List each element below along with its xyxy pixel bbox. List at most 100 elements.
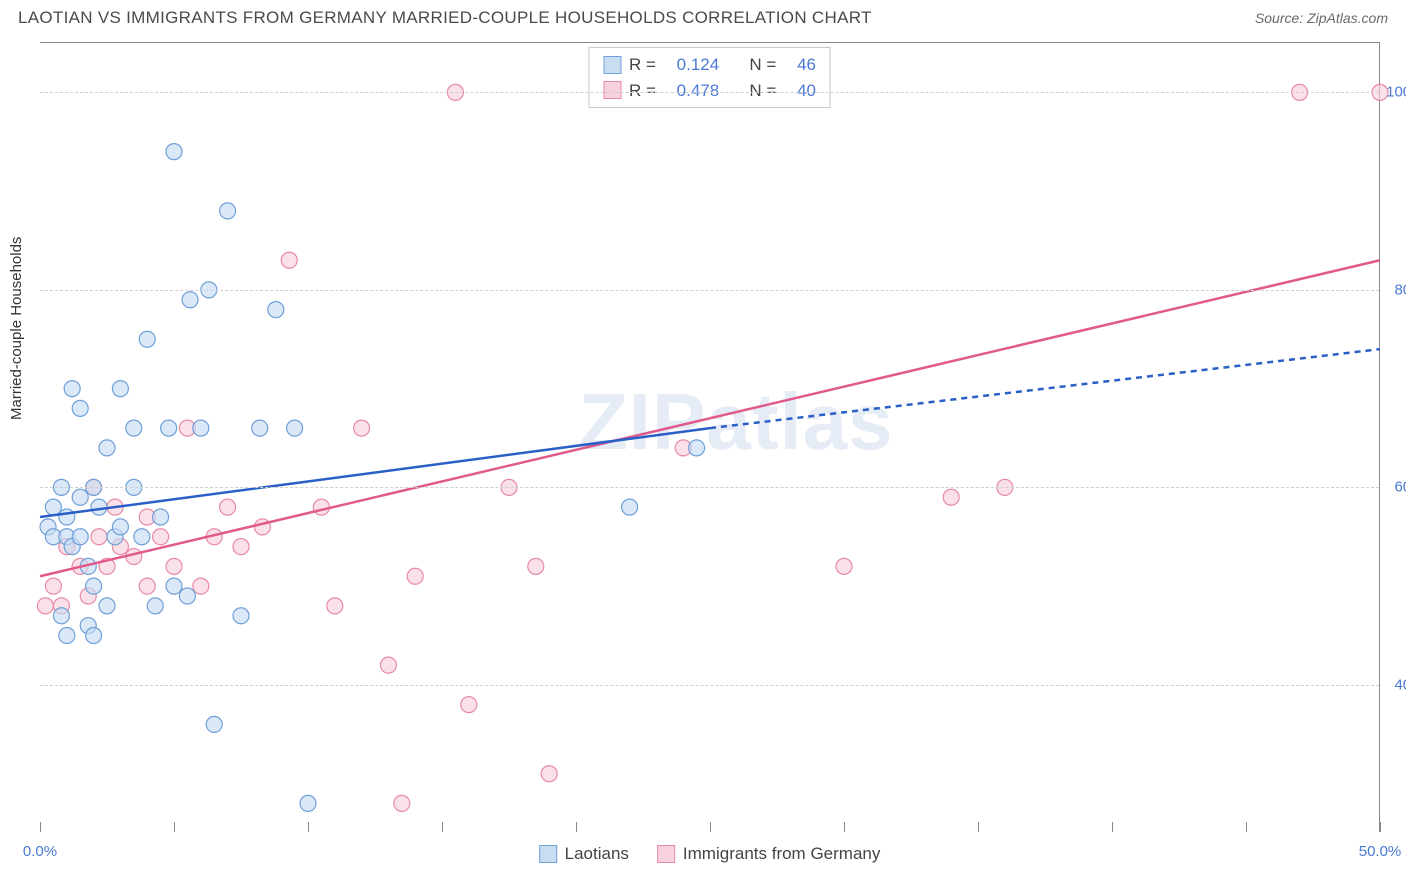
legend-stat-row: R = 0.124 N = 46 — [603, 52, 816, 78]
source-label: Source: ZipAtlas.com — [1255, 10, 1388, 26]
data-point — [72, 489, 88, 505]
data-point — [59, 628, 75, 644]
data-point — [112, 381, 128, 397]
legend-swatch — [539, 845, 557, 863]
x-tick — [710, 822, 711, 832]
n-label: N = — [749, 78, 776, 104]
x-tick-label: 0.0% — [23, 843, 57, 860]
gridline — [40, 487, 1379, 488]
y-tick-label: 100.0% — [1386, 84, 1406, 101]
data-point — [836, 558, 852, 574]
y-tick-label: 40.0% — [1394, 676, 1406, 693]
data-point — [179, 588, 195, 604]
data-point — [327, 598, 343, 614]
data-point — [943, 489, 959, 505]
data-point — [233, 608, 249, 624]
data-point — [37, 598, 53, 614]
data-point — [45, 578, 61, 594]
r-value: 0.124 — [677, 52, 720, 78]
data-point — [166, 578, 182, 594]
x-tick — [576, 822, 577, 832]
data-point — [147, 598, 163, 614]
legend-item: Immigrants from Germany — [657, 844, 880, 864]
data-point — [53, 608, 69, 624]
x-tick — [174, 822, 175, 832]
data-point — [287, 420, 303, 436]
data-point — [220, 499, 236, 515]
x-tick-label: 50.0% — [1359, 843, 1402, 860]
r-label: R = — [629, 52, 656, 78]
x-tick — [40, 822, 41, 832]
data-point — [99, 440, 115, 456]
x-tick — [442, 822, 443, 832]
r-value: 0.478 — [677, 78, 720, 104]
data-point — [153, 509, 169, 525]
data-point — [91, 529, 107, 545]
data-point — [300, 795, 316, 811]
x-tick — [308, 822, 309, 832]
data-point — [252, 420, 268, 436]
data-point — [126, 420, 142, 436]
data-point — [233, 539, 249, 555]
data-point — [354, 420, 370, 436]
legend-swatch — [603, 81, 621, 99]
data-point — [59, 509, 75, 525]
data-point — [380, 657, 396, 673]
data-point — [182, 292, 198, 308]
x-tick — [1380, 822, 1381, 832]
data-point — [72, 400, 88, 416]
data-point — [86, 578, 102, 594]
chart-title: LAOTIAN VS IMMIGRANTS FROM GERMANY MARRI… — [18, 8, 872, 28]
data-point — [139, 578, 155, 594]
n-label: N = — [749, 52, 776, 78]
x-tick — [1246, 822, 1247, 832]
scatter-svg — [40, 43, 1379, 832]
data-point — [220, 203, 236, 219]
data-point — [134, 529, 150, 545]
data-point — [193, 578, 209, 594]
r-label: R = — [629, 78, 656, 104]
legend-series: Laotians Immigrants from Germany — [539, 844, 881, 864]
n-value: 46 — [797, 52, 816, 78]
data-point — [206, 716, 222, 732]
trend-line — [40, 260, 1380, 576]
data-point — [166, 558, 182, 574]
data-point — [313, 499, 329, 515]
legend-item: Laotians — [539, 844, 629, 864]
n-value: 40 — [797, 78, 816, 104]
data-point — [407, 568, 423, 584]
x-tick — [978, 822, 979, 832]
legend-stat-row: R = 0.478 N = 40 — [603, 78, 816, 104]
data-point — [268, 302, 284, 318]
y-tick-label: 60.0% — [1394, 479, 1406, 496]
legend-swatch — [603, 56, 621, 74]
legend-stats-box: R = 0.124 N = 46 R = 0.478 N = 40 — [588, 47, 831, 108]
data-point — [139, 331, 155, 347]
chart-plot-area: ZIPatlas R = 0.124 N = 46 R = 0.478 N = … — [40, 42, 1380, 832]
data-point — [86, 628, 102, 644]
x-tick — [844, 822, 845, 832]
data-point — [45, 499, 61, 515]
y-tick-label: 80.0% — [1394, 281, 1406, 298]
gridline — [40, 290, 1379, 291]
gridline — [40, 92, 1379, 93]
legend-label: Laotians — [565, 844, 629, 864]
trend-line — [40, 428, 710, 517]
data-point — [166, 144, 182, 160]
data-point — [99, 598, 115, 614]
data-point — [394, 795, 410, 811]
data-point — [72, 529, 88, 545]
data-point — [689, 440, 705, 456]
data-point — [153, 529, 169, 545]
data-point — [91, 499, 107, 515]
x-tick — [1112, 822, 1113, 832]
y-axis-label: Married-couple Households — [8, 237, 25, 420]
data-point — [461, 697, 477, 713]
data-point — [541, 766, 557, 782]
data-point — [64, 381, 80, 397]
data-point — [193, 420, 209, 436]
trend-line — [710, 349, 1380, 428]
data-point — [528, 558, 544, 574]
gridline — [40, 685, 1379, 686]
data-point — [112, 519, 128, 535]
